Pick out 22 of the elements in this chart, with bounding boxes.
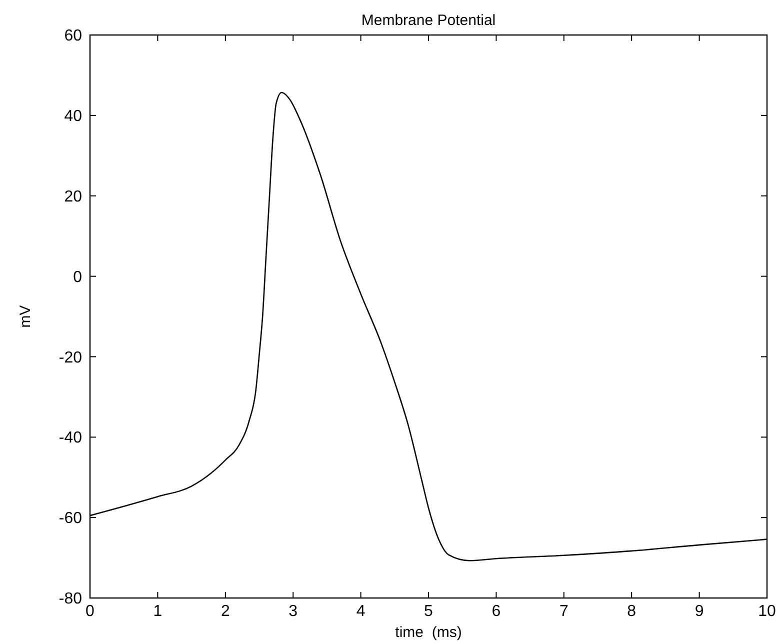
- chart-title: Membrane Potential: [361, 12, 496, 29]
- y-tick-label: -40: [58, 430, 82, 447]
- x-tick-label: 7: [559, 603, 568, 620]
- y-tick-label: -20: [58, 349, 82, 366]
- x-tick-label: 1: [153, 603, 162, 620]
- x-tick-label: 4: [356, 603, 366, 620]
- x-tick-label: 0: [86, 603, 95, 620]
- y-tick-label: 40: [64, 108, 82, 126]
- y-tick-label: -80: [58, 590, 82, 608]
- x-tick-label: 9: [694, 603, 704, 620]
- x-tick-label: 5: [424, 603, 434, 620]
- y-tick-label: 20: [64, 188, 82, 206]
- x-tick-label: 8: [627, 603, 636, 620]
- x-tick-label: 3: [288, 603, 298, 620]
- y-tick-label: 60: [64, 28, 82, 45]
- y-tick-label: -60: [58, 510, 82, 528]
- x-axis-title: time (ms): [395, 624, 462, 641]
- x-tick-label: 2: [220, 603, 230, 620]
- x-tick-label: 6: [492, 603, 501, 620]
- y-axis-title: mV: [17, 305, 34, 328]
- y-tick-label: 0: [73, 268, 82, 286]
- x-tick-label: 10: [758, 603, 776, 620]
